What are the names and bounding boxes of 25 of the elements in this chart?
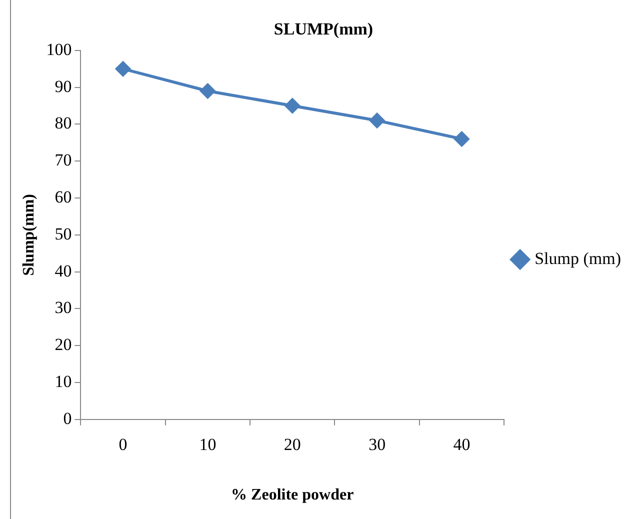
x-tick-label: 30 (368, 435, 386, 454)
y-tick-label: 30 (54, 298, 72, 318)
point (454, 131, 470, 146)
chart-title: SLUMP(mm) (274, 20, 374, 39)
y-tick-label: 60 (54, 187, 72, 206)
legend-label: Slump (mm) (534, 248, 621, 268)
y-tick-label: 80 (54, 114, 72, 133)
x-axis-title: % Zeolite powder (231, 486, 354, 504)
point (370, 113, 385, 128)
x-tick-label: 10 (199, 435, 216, 454)
y-tick-label: 40 (54, 261, 72, 280)
y-tick-label: 10 (54, 372, 72, 391)
y-tick-label: 50 (54, 224, 72, 244)
point (284, 98, 300, 114)
y-tick-label: 70 (54, 150, 72, 170)
point (200, 83, 216, 98)
y-tick-label: 100 (46, 40, 72, 59)
y-axis-title: Slump(mm) (20, 194, 38, 276)
y-tick-label: 0 (63, 408, 72, 428)
x-tick-label: 0 (118, 435, 128, 454)
x-tick-label: 20 (284, 435, 301, 454)
y-tick-label: 90 (54, 76, 72, 96)
point (116, 61, 131, 76)
x-tick-label: 40 (453, 435, 470, 454)
y-tick-label: 20 (54, 335, 72, 354)
